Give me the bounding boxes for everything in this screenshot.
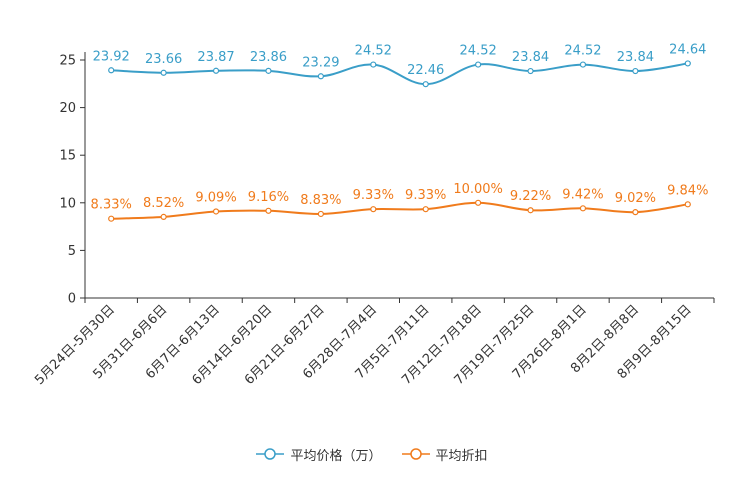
series-0-data-label: 23.87 [197,50,234,65]
series-1-point[interactable] [579,205,587,212]
legend-label-price: 平均价格（万） [290,448,382,464]
series-1-point[interactable] [108,215,115,222]
series-1-point[interactable] [265,207,272,214]
series-1-data-label: 9.84% [667,183,708,198]
series-1-data-label: 9.33% [353,188,394,203]
series-0-point[interactable] [422,81,429,88]
series-0-data-label: 24.52 [460,44,497,59]
series-0-data-label: 24.52 [355,44,392,59]
legend: 平均价格（万） 平均折扣 [0,444,744,464]
series-1-point[interactable] [632,209,639,216]
series-1-data-label: 9.42% [562,187,603,202]
series-1-point[interactable] [475,199,482,206]
series-1-point[interactable] [527,207,534,214]
series-0-point[interactable] [684,60,691,67]
series-1-data-label: 10.00% [453,182,503,197]
series-0-data-label: 22.46 [407,63,444,78]
series-0-point[interactable] [632,67,639,75]
series-1-point[interactable] [684,201,691,208]
series-1-point[interactable] [370,206,377,213]
series-0-point[interactable] [370,61,377,68]
series-0-data-label: 23.66 [145,52,182,67]
legend-discount-icon [401,448,430,460]
series-1-data-label: 8.52% [143,196,184,211]
legend-item-price[interactable]: 平均价格（万） [256,445,382,464]
series-0-point[interactable] [212,67,220,74]
series-0-data-label: 23.86 [250,50,287,65]
y-tick-label: 10 [59,196,76,211]
y-tick-label: 5 [68,244,76,259]
series-0-point[interactable] [475,61,482,68]
series-1-data-label: 9.33% [405,188,446,203]
series-0-data-label: 23.92 [93,49,130,64]
series-0-data-label: 24.64 [669,42,706,57]
series-1-data-label: 9.02% [615,191,656,206]
series-0-point[interactable] [527,67,534,75]
data-labels: 23.92 23.66 23.87 23.86 23.29 24.52 22.46 24.52… [91,42,709,212]
series-0-point[interactable] [579,61,587,68]
series-line-1 [111,201,688,220]
series-1-point[interactable] [317,210,324,218]
series-0-point[interactable] [265,67,272,74]
series-1-data-label: 8.83% [300,193,341,208]
legend-label-discount: 平均折扣 [435,448,488,464]
y-tick-label: 0 [68,292,76,307]
y-tick-label: 15 [59,149,76,164]
legend-price-icon [256,448,285,460]
series-1-data-label: 9.22% [510,189,551,204]
series-1-data-label: 9.09% [195,190,236,205]
series-0-point[interactable] [160,69,167,76]
series-1-data-label: 8.33% [91,198,132,213]
series-1-data-label: 9.16% [248,190,289,205]
y-tick-label: 25 [59,54,76,69]
series-0-data-label: 23.29 [302,55,339,70]
series-0-point[interactable] [108,67,115,74]
series-0-data-label: 23.84 [617,50,654,65]
series-0-data-label: 23.84 [512,50,549,65]
legend-item-discount[interactable]: 平均折扣 [401,445,488,464]
series-line-0 [111,62,688,86]
axes: 05101520255月24日-5月30日5月31日-6月6日6月7日-6月13… [32,52,715,388]
series-layer [108,60,691,222]
series-0-data-label: 24.52 [564,44,601,59]
y-tick-label: 20 [59,101,76,116]
series-1-point[interactable] [212,208,220,215]
series-0-point[interactable] [317,73,324,80]
series-1-point[interactable] [160,213,167,220]
series-1-point[interactable] [422,206,429,213]
